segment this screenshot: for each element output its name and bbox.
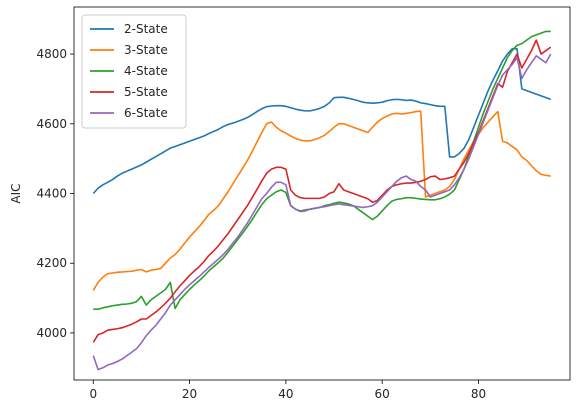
series-line-1: [92, 48, 552, 195]
y-tick-label: 4200: [36, 256, 67, 270]
y-tick-label: 4400: [36, 187, 67, 201]
x-axis: 0 20 40 60 80: [89, 380, 486, 401]
legend-label: 5-State: [124, 85, 168, 99]
series-line-5: [92, 53, 552, 371]
x-tick-label: 0: [89, 387, 97, 401]
x-tick-label: 80: [471, 387, 486, 401]
x-tick-label: 40: [278, 387, 293, 401]
y-tick-label: 4800: [36, 47, 67, 61]
y-tick-label: 4000: [36, 326, 67, 340]
x-tick-label: 60: [375, 387, 390, 401]
series-line-2: [92, 110, 551, 291]
legend: 2-State 3-State 4-State 5-State 6-State: [81, 14, 187, 129]
legend-label: 2-State: [124, 22, 168, 36]
y-axis: 4000 4200 4400 4600 4800: [36, 47, 74, 340]
plot-series: [92, 30, 552, 371]
y-tick-label: 4600: [36, 117, 67, 131]
legend-box: [81, 14, 187, 129]
legend-label: 4-State: [124, 64, 168, 78]
x-tick-label: 20: [182, 387, 197, 401]
legend-label: 3-State: [124, 43, 168, 57]
legend-label: 6-State: [124, 106, 168, 120]
y-axis-label: AIC: [9, 183, 23, 203]
series-line-4: [92, 39, 552, 343]
